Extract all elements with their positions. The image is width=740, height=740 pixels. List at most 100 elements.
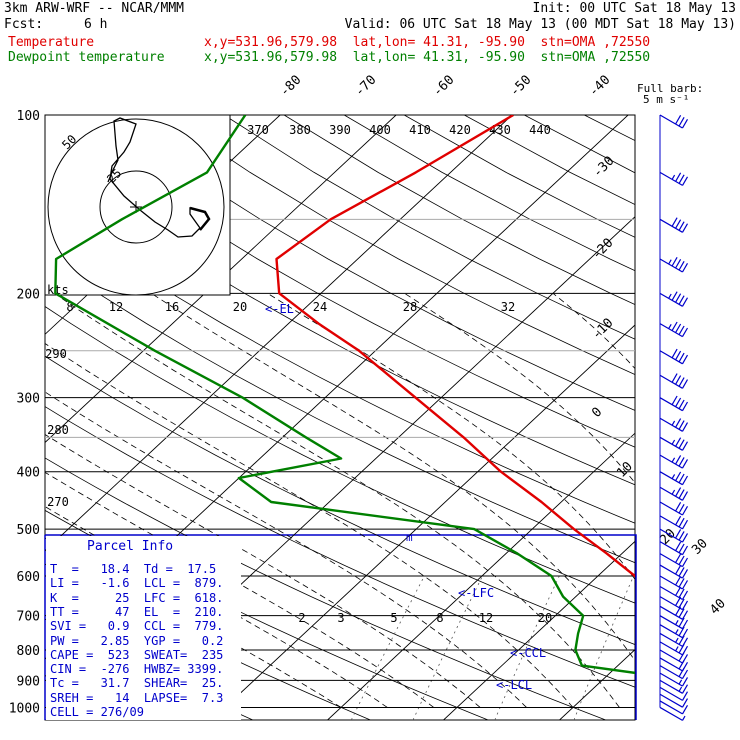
wind-barb-half-flag	[675, 637, 679, 643]
wind-barb-staff	[659, 114, 683, 129]
wind-barb-staff	[659, 585, 683, 601]
model-title: 3km ARW-WRF -- NCAR/MMM	[4, 1, 185, 16]
theta-label: 290	[45, 347, 67, 361]
wind-barb-staff	[659, 171, 683, 186]
wind-barb-staff	[659, 632, 683, 647]
mixing-ratio-line	[494, 575, 560, 720]
wind-barb-half-flag	[681, 715, 686, 721]
parcel-level-tick: m	[406, 531, 413, 544]
parcel-info-row: T = 18.4 Td = 17.5	[50, 562, 217, 576]
wind-barb-flag	[675, 172, 682, 182]
wind-barb-half-flag	[678, 686, 683, 692]
mixing-ratio-label: 20	[538, 611, 552, 625]
wind-barb-staff	[659, 374, 683, 389]
parcel-info-row: SREH = 14 LAPSE= 7.3	[50, 690, 224, 705]
forecast-hour: 6 h	[84, 17, 108, 32]
wind-barb-flag	[675, 219, 682, 229]
wind-barb-flag	[681, 519, 689, 530]
wind-barb-staff	[659, 528, 683, 543]
wind-barb-flag	[681, 628, 689, 638]
parcel-info-row: CIN = -276 HWBZ= 3399.	[50, 662, 224, 677]
wind-barb-flag	[681, 297, 689, 307]
wind-barb-flag	[678, 117, 685, 127]
wind-barb-staff	[659, 501, 683, 516]
parcel-info-frame-top	[45, 534, 637, 720]
wind-barb-staff	[659, 679, 683, 694]
wind-barb-staff	[659, 615, 683, 630]
wind-barb-flag	[675, 418, 682, 428]
isotherm-label: 30	[689, 536, 711, 558]
isotherm-label: -80	[277, 73, 304, 100]
wind-barb-flag	[678, 221, 685, 231]
wind-barb-flag	[678, 439, 685, 449]
wind-barb-flag	[681, 698, 689, 708]
pressure-label-200: 200	[17, 287, 40, 302]
isotherm-label: 40	[707, 596, 729, 618]
parcel-info-row: K = 25 LFC = 618.	[50, 590, 224, 605]
wind-barb-flag	[681, 580, 689, 590]
dry-adiabat	[45, 306, 635, 604]
wind-barb-half-flag	[675, 620, 679, 625]
wind-barb-staff	[659, 605, 683, 620]
isotherm	[45, 115, 49, 119]
wind-barb-flag	[675, 455, 682, 465]
wind-barb-flag	[675, 529, 682, 539]
ccl-marker: <-CCL	[510, 646, 546, 660]
wind-barb-flag	[681, 545, 689, 555]
wind-barb-flag	[678, 531, 685, 541]
wind-barb-flag	[675, 375, 682, 385]
dry-adiabat	[103, 115, 635, 411]
wind-barb-flag	[681, 704, 689, 715]
isotherm-label: -40	[586, 73, 613, 100]
wind-barb-flag	[681, 661, 689, 672]
wind-barb-flag	[678, 295, 685, 305]
parcel-info-row: PW = 2.85 YGP = 0.2	[50, 633, 224, 648]
wind-barb-flag	[678, 325, 685, 335]
theta-label: 420	[449, 123, 471, 137]
dry-adiabat	[45, 406, 635, 688]
theta-label: 390	[329, 123, 351, 137]
dry-adiabat	[45, 115, 635, 448]
wind-barb-flag	[675, 553, 682, 563]
barb-key-title: Full barb:	[637, 82, 703, 95]
wind-barb-flag	[678, 504, 685, 514]
isotherm-label: -30	[590, 154, 617, 181]
wind-barb-half-flag	[671, 489, 676, 495]
mixing-ratio-label: 20	[233, 300, 247, 314]
wind-barb-flag	[678, 261, 685, 271]
wind-barb-flag	[675, 323, 682, 333]
parcel-info-row: CELL = 276/09	[50, 705, 144, 719]
dewpoint-station-info: x,y=531.96,579.98 lat,lon= 41.31, -95.90…	[204, 50, 651, 65]
isotherm	[559, 648, 635, 720]
mixing-ratio-label: 16	[165, 300, 179, 314]
wind-barb-staff	[659, 292, 683, 307]
dry-adiabat	[0, 115, 18, 720]
isotherm-label: -20	[589, 236, 616, 263]
wind-barb-flag	[678, 473, 685, 483]
wind-barb-staff	[659, 575, 683, 590]
wind-barb-staff	[659, 486, 683, 501]
temperature-station-info: x,y=531.96,579.98 lat,lon= 41.31, -95.90…	[204, 35, 651, 50]
wind-barb-flag	[681, 691, 689, 701]
parcel-info-bg	[46, 536, 241, 720]
wind-barb-staff	[659, 649, 683, 664]
parcel-info-row: SVI = 0.9 CCL = 779.	[50, 619, 224, 634]
dry-adiabat	[45, 161, 635, 486]
wind-barb-flag	[681, 619, 689, 629]
wind-barb-flag	[678, 617, 685, 627]
wind-barb-staff	[659, 665, 683, 680]
dry-adiabat	[404, 115, 635, 238]
wind-barb-flag	[678, 608, 685, 618]
parcel-info-row: CAPE = 523 SWEAT= 235	[50, 647, 224, 662]
isotherm	[327, 432, 635, 720]
isotherm	[211, 324, 635, 720]
wind-barb-flag	[675, 487, 682, 497]
wind-barb-flag	[681, 610, 689, 620]
wind-barb-flag	[671, 395, 678, 405]
wind-barb-flag	[678, 399, 685, 409]
wind-barb-flag	[671, 291, 678, 301]
wind-barb-staff	[659, 624, 683, 639]
wind-barb-flag	[681, 600, 689, 610]
